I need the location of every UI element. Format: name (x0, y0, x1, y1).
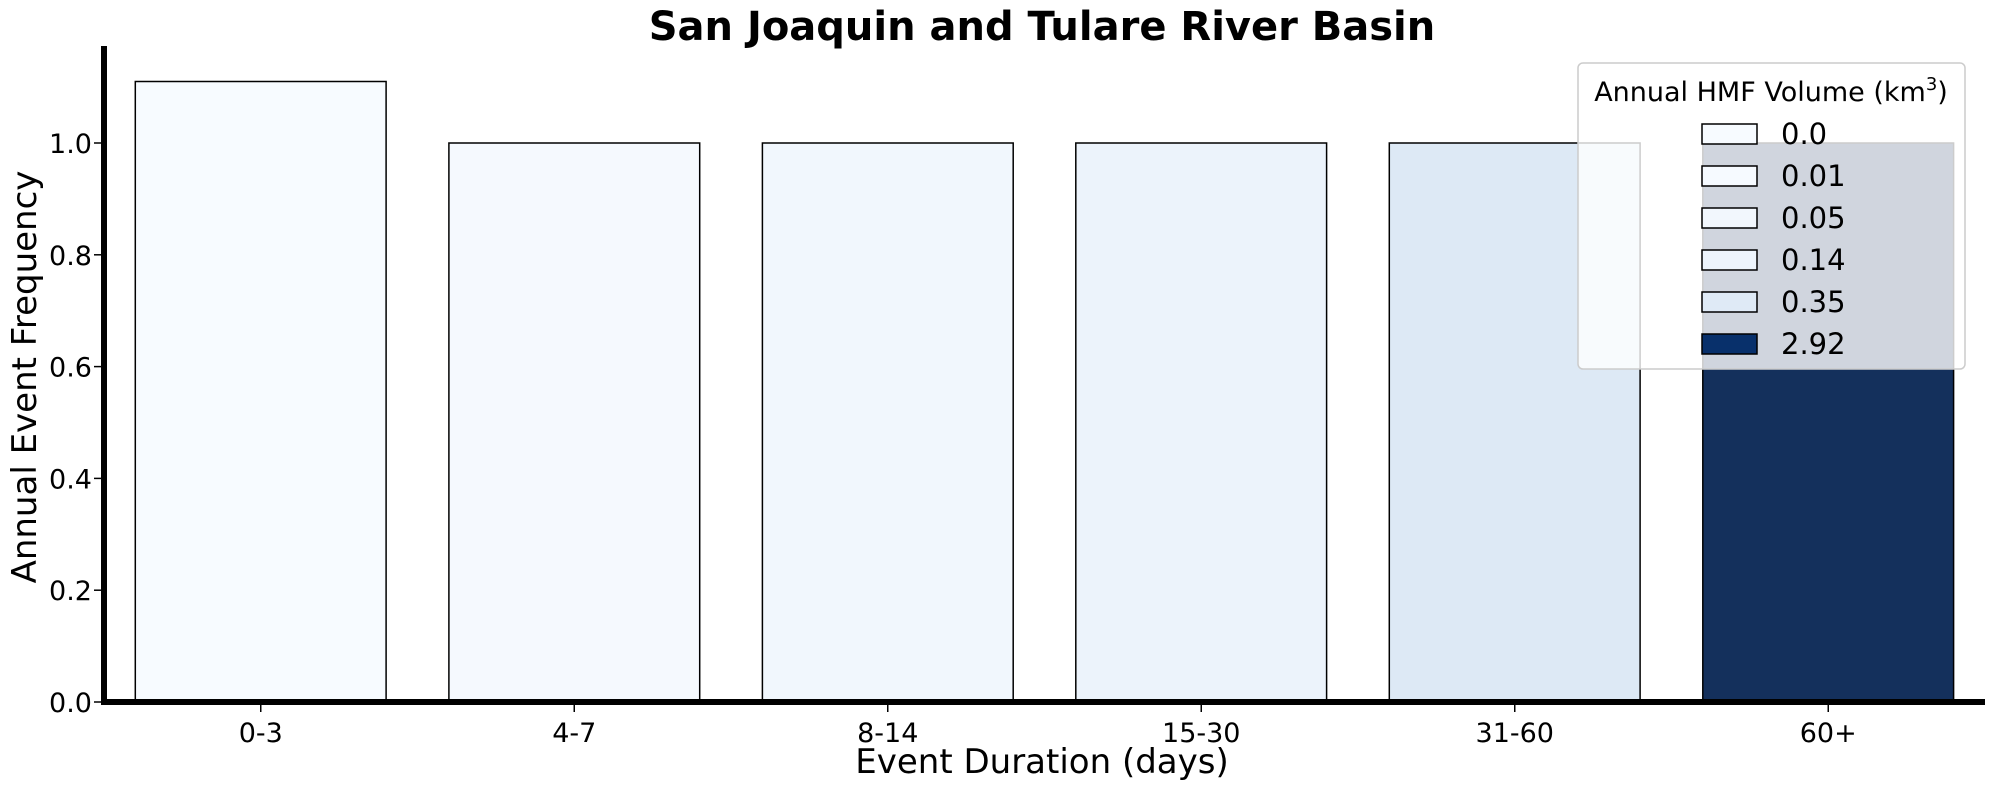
x-tick-label: 0-3 (239, 718, 283, 749)
bar-8-14 (761, 142, 1014, 703)
chart-title: San Joaquin and Tulare River Basin (649, 4, 1436, 50)
legend-entries: 0.0 0.01 0.05 0.14 0.35 2.92 (1701, 117, 1846, 361)
x-tick-label: 15-30 (1162, 718, 1240, 749)
legend-label: 0.0 (1781, 117, 1827, 151)
legend-title-superscript: 3 (1926, 74, 1937, 95)
legend-title: Annual HMF Volume (km3) (1594, 74, 1948, 108)
legend-label: 0.05 (1781, 201, 1846, 235)
legend-swatch (1701, 165, 1758, 187)
y-tick-label: 0.0 (49, 688, 92, 719)
legend-title-text: Annual HMF Volume (km (1594, 77, 1926, 108)
legend: Annual HMF Volume (km3) 0.00.010.050.140… (1577, 62, 1966, 370)
legend-swatch (1701, 123, 1758, 145)
bar-4-7 (448, 142, 701, 703)
x-tick-label: 60+ (1800, 718, 1857, 749)
y-ticks-group: 0.0 0.2 0.4 0.6 0.8 1.0 (49, 129, 104, 719)
y-tick-label: 0.6 (49, 353, 92, 384)
legend-title-suffix: ) (1937, 77, 1948, 108)
legend-frame (1577, 62, 1966, 370)
legend-label: 0.14 (1781, 243, 1846, 277)
x-axis-label: Event Duration (days) (855, 742, 1228, 782)
legend-label: 0.01 (1781, 159, 1846, 193)
y-tick-label: 0.2 (49, 576, 92, 607)
x-ticks-group: 0-3 4-7 8-14 15-30 31-60 60+ (239, 705, 1857, 749)
bar-0-3 (134, 80, 387, 703)
y-tick-label: 1.0 (49, 129, 92, 160)
bar-15-30 (1075, 142, 1328, 703)
legend-label: 2.92 (1781, 327, 1846, 361)
legend-swatch (1701, 291, 1758, 313)
legend-swatch (1701, 207, 1758, 229)
y-tick-label: 0.8 (49, 241, 92, 272)
y-tick-label: 0.4 (49, 464, 92, 495)
legend-label: 0.35 (1781, 285, 1846, 319)
legend-swatch (1701, 249, 1758, 271)
x-tick-label: 4-7 (552, 718, 596, 749)
y-axis-label: Annual Event Frequency (5, 171, 45, 584)
legend-swatch (1701, 333, 1758, 355)
x-tick-label: 8-14 (857, 718, 918, 749)
x-tick-label: 31-60 (1476, 718, 1554, 749)
